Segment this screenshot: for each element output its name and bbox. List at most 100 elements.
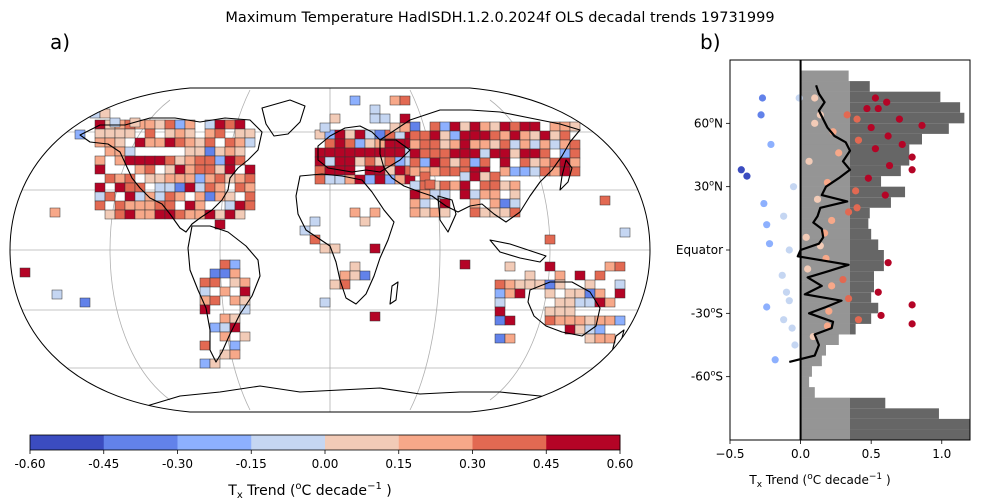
map-gridbox: [204, 146, 216, 157]
map-gridbox: [104, 191, 116, 202]
scatter-point: [844, 208, 853, 216]
histogram-bar-inner: [800, 429, 850, 440]
map-gridbox: [569, 139, 581, 150]
map-gridbox: [519, 139, 531, 150]
map-gridbox: [104, 146, 116, 157]
colorbar-tick-label: 0.60: [607, 457, 634, 471]
scatter-point: [771, 356, 779, 364]
colorbar-tick-label: -0.60: [14, 457, 45, 471]
map-gridbox: [539, 148, 551, 159]
map-gridbox: [364, 156, 376, 167]
map-gridbox: [184, 146, 196, 157]
map-gridbox: [114, 200, 126, 211]
scatter-point: [811, 94, 819, 102]
histogram-bar-inner: [800, 408, 850, 419]
map-gridbox: [409, 198, 421, 209]
map-gridbox: [154, 119, 166, 130]
india-outline: [437, 195, 457, 233]
map-gridbox: [449, 180, 461, 191]
map-gridbox: [479, 148, 491, 159]
map-gridbox: [214, 164, 226, 175]
scatter-point: [780, 316, 788, 324]
map-gridbox: [419, 171, 431, 182]
map-gridbox: [489, 121, 501, 132]
map-gridbox: [184, 164, 196, 175]
map-gridbox: [314, 174, 326, 185]
map-gridbox: [124, 128, 136, 139]
map-gridbox: [324, 156, 336, 167]
map-gridbox: [329, 113, 341, 124]
map-gridbox: [519, 130, 531, 141]
map-gridbox: [144, 155, 156, 166]
map-gridbox: [354, 129, 366, 140]
map-gridbox: [369, 113, 381, 124]
histogram-bar: [800, 123, 949, 134]
map-gridbox: [499, 157, 511, 168]
histogram-bar-inner: [800, 123, 850, 134]
map-gridbox: [154, 137, 166, 148]
scatter-point: [760, 199, 768, 208]
scatter-point: [737, 166, 745, 174]
map-gridbox: [614, 315, 626, 326]
map-gridbox: [339, 279, 351, 290]
map-gridbox: [194, 182, 206, 193]
map-gridbox: [234, 137, 246, 148]
map-gridbox: [334, 156, 346, 167]
map-gridbox: [499, 166, 511, 177]
map-gridbox: [334, 138, 346, 149]
map-gridbox: [409, 157, 421, 168]
map-gridbox: [19, 267, 31, 278]
map-gridbox: [239, 286, 251, 297]
map-gridbox: [419, 207, 431, 218]
map-gridbox: [364, 174, 376, 185]
map-gridbox: [399, 122, 411, 133]
map-gridbox: [224, 164, 236, 175]
map-gridbox: [49, 207, 61, 218]
map-gridbox: [514, 279, 526, 290]
map-gridbox: [439, 207, 451, 218]
map-gridbox: [554, 279, 566, 290]
map-gridbox: [109, 117, 121, 128]
map-gridbox: [509, 139, 521, 150]
scatter-point: [854, 316, 863, 324]
map-gridbox: [519, 121, 531, 132]
scatter-point: [825, 307, 833, 315]
map-gridbox: [604, 333, 616, 344]
map-gridbox: [164, 128, 176, 139]
histogram-bar-inner: [800, 186, 850, 198]
map-gridbox: [174, 164, 186, 175]
map-gridbox: [429, 130, 441, 141]
map-gridbox: [229, 277, 241, 288]
histogram-bar-inner: [800, 387, 815, 398]
map-gridbox: [424, 179, 436, 190]
map-gridbox: [224, 137, 236, 148]
map-gridbox: [324, 147, 336, 158]
x-tick-label: 0.0: [791, 447, 810, 461]
histogram-bar: [800, 408, 939, 419]
map-gridbox: [489, 189, 501, 200]
histogram-bar-inner: [800, 70, 849, 82]
map-gridbox: [364, 138, 376, 149]
map-gridbox: [144, 200, 156, 211]
map-gridbox: [369, 243, 381, 254]
map-gridbox: [459, 130, 471, 141]
map-gridbox: [224, 200, 236, 211]
scatter-point: [828, 216, 836, 225]
map-gridbox: [344, 165, 356, 176]
map-gridbox: [479, 130, 491, 141]
map-gridbox: [544, 261, 556, 272]
map-gridbox: [519, 166, 531, 177]
colorbar-segment: [30, 435, 105, 450]
map-gridbox: [349, 95, 361, 106]
map-gridbox: [214, 173, 226, 184]
map-gridbox: [429, 139, 441, 150]
north-america-outline: [79, 117, 263, 233]
map-gridbox: [439, 139, 451, 150]
map-gridbox: [229, 268, 241, 279]
map-gridbox: [194, 164, 206, 175]
map-gridbox: [229, 259, 241, 270]
map-gridbox: [394, 147, 406, 158]
map-gridbox: [144, 137, 156, 148]
map-gridbox: [564, 288, 576, 299]
map-gridbox: [449, 148, 461, 159]
